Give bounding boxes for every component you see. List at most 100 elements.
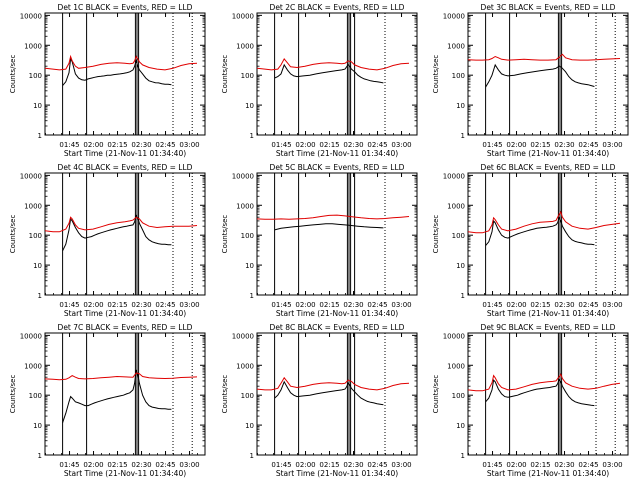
x-tick-label: 02:15 [107,461,127,469]
detector-panel-5: 1 10 100 1000 10000 01:45 02:00 02:15 02:30 02:45… [221,163,418,318]
x-tick-label: 01:45 [59,301,79,309]
detector-panel-7: 1 10 100 1000 10000 01:45 02:00 02:15 02:30 02:45… [9,323,206,478]
detector-panel-2: 1 10 100 1000 10000 01:45 02:00 02:15 02:30 02:45… [221,3,418,158]
y-tick-label: 1 [461,292,465,300]
x-tick-label: 02:15 [107,301,127,309]
x-tick-label: 01:45 [482,461,502,469]
detector-panel-8: 1 10 100 1000 10000 01:45 02:00 02:15 02:30 02:45… [221,323,418,478]
x-axis-label: Start Time (21-Nov-11 01:34:40) [487,469,609,478]
y-tick-label: 100 [241,392,254,400]
y-tick-label: 100 [452,72,465,80]
x-tick-label: 02:45 [578,461,598,469]
y-tick-label: 10 [33,422,42,430]
detector-panel-9: 1 10 100 1000 10000 01:45 02:00 02:15 02:30 02:45… [432,323,629,478]
panel-title: Det 8C BLACK = Events, RED = LLD [270,323,405,332]
x-tick-label: 02:00 [83,461,103,469]
y-tick-label: 1 [250,452,254,460]
x-tick-label: 02:30 [131,461,151,469]
y-tick-label: 1000 [24,202,42,210]
plot-frame [467,332,629,456]
series-line-lld [44,54,198,71]
y-axis-label: Counts/sec [9,215,17,254]
y-tick-label: 10 [245,262,254,270]
panel-title: Det 3C BLACK = Events, RED = LLD [481,3,616,12]
x-tick-label: 03:00 [179,301,199,309]
x-tick-label: 03:00 [602,141,622,149]
x-tick-label: 02:45 [578,141,598,149]
x-tick-label: 03:00 [391,141,411,149]
x-tick-label: 01:45 [271,301,291,309]
y-tick-label: 10000 [443,332,465,340]
x-tick-label: 02:45 [367,141,387,149]
x-axis-label: Start Time (21-Nov-11 01:34:40) [276,309,398,318]
x-tick-label: 03:00 [179,141,199,149]
plot-frame [256,332,418,456]
y-axis-label: Counts/sec [432,55,440,94]
panel-title: Det 9C BLACK = Events, RED = LLD [481,323,616,332]
x-tick-label: 03:00 [179,461,199,469]
series-line-events [274,223,384,231]
detector-panel-1: 1 10 100 1000 10000 01:45 02:00 02:15 02:30 02:45… [9,3,206,158]
detector-panel-6: 1 10 100 1000 10000 01:45 02:00 02:15 02:30 02:45… [432,163,629,318]
y-tick-label: 1000 [236,42,254,50]
x-tick-label: 02:45 [155,301,175,309]
y-tick-label: 1000 [447,202,465,210]
x-tick-label: 02:15 [530,301,550,309]
x-tick-label: 02:30 [554,301,574,309]
x-tick-label: 03:00 [602,301,622,309]
x-tick-label: 02:30 [343,141,363,149]
x-tick-label: 01:45 [482,301,502,309]
y-tick-label: 10 [33,102,42,110]
y-tick-label: 1000 [447,362,465,370]
x-tick-label: 02:30 [554,461,574,469]
panel-title: Det 6C BLACK = Events, RED = LLD [481,163,616,172]
plot-frame [44,12,206,136]
x-tick-label: 02:45 [155,461,175,469]
y-tick-label: 1 [250,132,254,140]
x-axis-label: Start Time (21-Nov-11 01:34:40) [487,309,609,318]
x-tick-label: 02:15 [530,461,550,469]
series-line-lld [256,58,410,71]
x-axis-label: Start Time (21-Nov-11 01:34:40) [64,469,186,478]
series-line-lld [467,53,621,61]
x-tick-label: 02:00 [295,301,315,309]
y-axis-label: Counts/sec [9,375,17,414]
x-tick-label: 02:00 [295,461,315,469]
y-tick-label: 1 [38,132,42,140]
x-axis-label: Start Time (21-Nov-11 01:34:40) [64,149,186,158]
x-tick-label: 02:45 [367,461,387,469]
x-tick-label: 02:15 [319,301,339,309]
x-tick-label: 01:45 [271,461,291,469]
x-tick-label: 03:00 [391,301,411,309]
y-tick-label: 100 [241,232,254,240]
y-tick-label: 10 [456,422,465,430]
x-tick-label: 02:00 [83,141,103,149]
series-line-events [62,57,172,86]
panel-title: Det 2C BLACK = Events, RED = LLD [270,3,405,12]
series-line-lld [256,376,410,391]
panel-title: Det 7C BLACK = Events, RED = LLD [58,323,193,332]
y-tick-label: 1000 [236,362,254,370]
panel-title: Det 5C BLACK = Events, RED = LLD [270,163,405,172]
y-axis-label: Counts/sec [9,55,17,94]
series-line-events [62,369,172,423]
x-tick-label: 02:00 [83,301,103,309]
y-tick-label: 100 [241,72,254,80]
y-tick-label: 10 [245,422,254,430]
y-tick-label: 10 [33,262,42,270]
series-line-lld [467,210,621,234]
x-tick-label: 02:30 [131,141,151,149]
y-tick-label: 10000 [443,172,465,180]
y-tick-label: 10000 [20,12,42,20]
panel-title: Det 1C BLACK = Events, RED = LLD [58,3,193,12]
plot-frame [467,12,629,136]
plot-frame [44,172,206,296]
x-axis-label: Start Time (21-Nov-11 01:34:40) [276,149,398,158]
x-tick-label: 02:45 [367,301,387,309]
x-tick-label: 02:15 [530,141,550,149]
x-axis-label: Start Time (21-Nov-11 01:34:40) [276,469,398,478]
plot-frame [256,12,418,136]
y-tick-label: 10000 [443,12,465,20]
series-line-events [485,378,595,407]
y-tick-label: 1000 [24,42,42,50]
